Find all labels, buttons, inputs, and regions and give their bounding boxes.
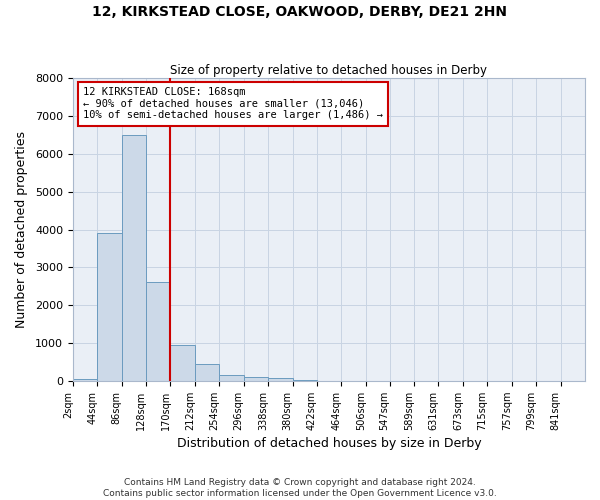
Y-axis label: Number of detached properties: Number of detached properties	[15, 131, 28, 328]
Bar	[97, 234, 122, 381]
Bar	[146, 282, 170, 381]
Bar	[268, 378, 293, 381]
Title: Size of property relative to detached houses in Derby: Size of property relative to detached ho…	[170, 64, 487, 77]
Bar	[195, 364, 220, 381]
Text: Contains HM Land Registry data © Crown copyright and database right 2024.
Contai: Contains HM Land Registry data © Crown c…	[103, 478, 497, 498]
Text: 12, KIRKSTEAD CLOSE, OAKWOOD, DERBY, DE21 2HN: 12, KIRKSTEAD CLOSE, OAKWOOD, DERBY, DE2…	[92, 5, 508, 19]
Bar	[122, 135, 146, 381]
X-axis label: Distribution of detached houses by size in Derby: Distribution of detached houses by size …	[176, 437, 481, 450]
Bar	[170, 345, 195, 381]
Bar	[73, 379, 97, 381]
Text: 12 KIRKSTEAD CLOSE: 168sqm
← 90% of detached houses are smaller (13,046)
10% of : 12 KIRKSTEAD CLOSE: 168sqm ← 90% of deta…	[83, 87, 383, 120]
Bar	[220, 375, 244, 381]
Bar	[244, 377, 268, 381]
